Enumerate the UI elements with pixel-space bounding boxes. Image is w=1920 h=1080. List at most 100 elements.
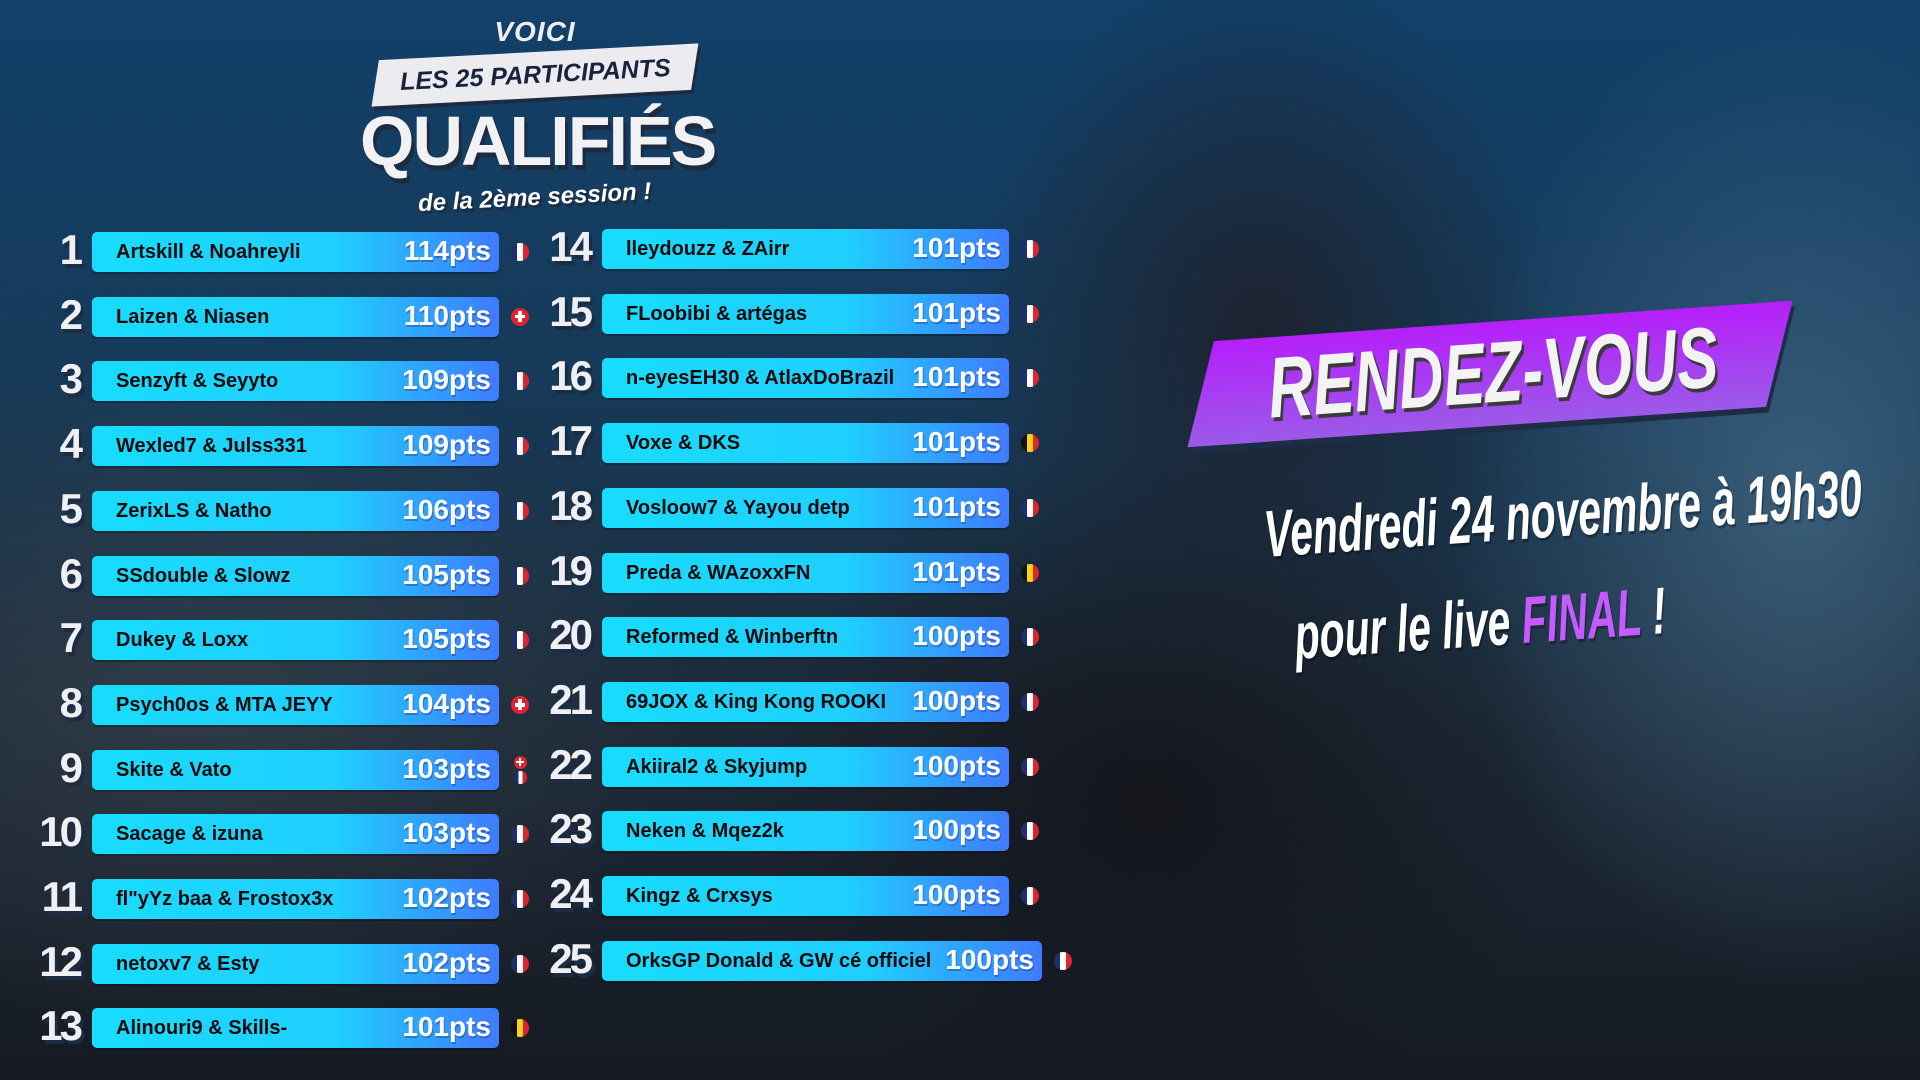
participant-bar: Reformed & Winberftn 100pts	[602, 617, 1009, 658]
rank-number: 20	[549, 611, 593, 659]
country-flags	[1020, 423, 1040, 463]
team-points: 100pts	[912, 620, 1001, 652]
flag-fr-icon	[1021, 628, 1039, 647]
team-name: Akiiral2 & Skyjump	[626, 755, 808, 778]
country-flags	[1053, 941, 1073, 981]
participant-bar: Preda & WAzoxxFN 101pts	[602, 552, 1009, 593]
flag-fr-icon	[1021, 692, 1039, 711]
country-flags	[1020, 229, 1040, 269]
rank-number: 24	[549, 870, 593, 917]
rendez-vous-title: RENDEZ-VOUS	[1264, 309, 1722, 437]
team-points: 102pts	[402, 946, 491, 978]
team-name: Preda & WAzoxxFN	[626, 561, 811, 584]
country-flags	[510, 426, 530, 466]
page-title-wrap: QUALIFIÉS	[360, 106, 717, 176]
team-name: Skite & Vato	[116, 758, 232, 781]
team-points: 101pts	[402, 1011, 491, 1043]
team-points: 101pts	[912, 361, 1001, 393]
team-name: OrksGP Donald & GW cé officiel	[626, 949, 932, 972]
participant-bar: Sacage & izuna 103pts	[92, 814, 499, 855]
flag-fr-icon	[511, 501, 529, 520]
participant-bar: netoxv7 & Esty 102pts	[92, 943, 499, 984]
team-name: Reformed & Winberftn	[626, 626, 839, 649]
participant-bar: Skite & Vato 103pts	[92, 749, 499, 790]
team-points: 106pts	[402, 493, 491, 525]
team-points: 103pts	[402, 752, 491, 784]
rank-number: 12	[39, 937, 83, 985]
flag-fr-icon	[1021, 498, 1039, 517]
team-name: 69JOX & King Kong ROOKI	[626, 690, 887, 713]
event-description: pour le live FINAL !	[1292, 573, 1668, 673]
country-flags	[1020, 488, 1040, 528]
team-points: 100pts	[945, 943, 1034, 975]
participant-bar: Neken & Mqez2k 100pts	[602, 811, 1009, 852]
rank-number: 17	[549, 417, 593, 465]
team-name: Wexled7 & Julss331	[116, 435, 307, 458]
participant-bar: Alinouri9 & Skills- 101pts	[92, 1008, 499, 1049]
country-flags	[1020, 876, 1040, 916]
team-name: Alinouri9 & Skills-	[116, 1017, 288, 1040]
country-flags	[510, 879, 530, 919]
team-name: SSdouble & Slowz	[116, 564, 291, 587]
flag-fr-icon	[1021, 304, 1039, 323]
participant-bar: SSdouble & Slowz 105pts	[92, 555, 499, 596]
rank-number: 9	[59, 743, 83, 791]
team-name: Laizen & Niasen	[116, 305, 270, 328]
country-flags	[1020, 294, 1040, 334]
rank-number: 8	[59, 678, 83, 726]
rank-number: 1	[59, 226, 83, 273]
team-points: 100pts	[912, 879, 1001, 910]
flag-fr-icon	[511, 566, 529, 585]
event-description-wrap: pour le live FINAL !	[1080, 573, 1880, 673]
flag-fr-icon	[1021, 887, 1039, 905]
country-flags	[1020, 553, 1040, 593]
participant-bar: lleydouzz & ZAirr 101pts	[602, 229, 1009, 269]
rank-number: 6	[59, 549, 83, 597]
rank-number: 11	[41, 873, 83, 920]
country-flags	[510, 814, 530, 854]
country-flags	[510, 232, 530, 272]
team-name: Kingz & Crxsys	[626, 885, 773, 907]
participant-bar: Psych0os & MTA JEYY 104pts	[92, 684, 499, 725]
participant-bar: FLoobibi & artégas 101pts	[602, 293, 1009, 334]
team-name: Sacage & izuna	[116, 823, 263, 846]
team-name: Dukey & Loxx	[116, 629, 249, 652]
country-flags	[510, 297, 530, 337]
participant-bar: Voxe & DKS 101pts	[602, 423, 1009, 464]
rank-number: 13	[39, 1002, 83, 1050]
rank-number: 19	[549, 546, 593, 594]
participant-bar: OrksGP Donald & GW cé officiel 100pts	[602, 940, 1042, 981]
header: VOICI LES 25 PARTICIPANTS QUALIFIÉS de l…	[360, 18, 717, 218]
participant-bar: Laizen & Niasen 110pts	[92, 296, 499, 337]
header-voici: VOICI	[494, 16, 576, 47]
participant-bar: n-eyesEH30 & AtlaxDoBrazil 101pts	[602, 358, 1009, 399]
rank-number: 4	[59, 420, 83, 468]
country-flags	[510, 491, 530, 531]
participant-bar: ZerixLS & Natho 106pts	[92, 490, 499, 531]
page-subtitle-wrap: de la 2ème session !	[360, 178, 710, 217]
flag-be-icon	[1021, 563, 1039, 582]
rendez-vous-title-wrap: RENDEZ-VOUS	[1180, 309, 1800, 436]
flag-fr-icon	[1054, 951, 1072, 970]
event-prefix: pour le live	[1291, 584, 1513, 673]
participant-bar: Vosloow7 & Yayou detp 101pts	[602, 487, 1009, 528]
flag-ch-icon	[511, 695, 529, 714]
team-points: 100pts	[912, 749, 1001, 781]
header-voici-wrap: VOICI	[360, 18, 710, 46]
participant-bar: Akiiral2 & Skyjump 100pts	[602, 746, 1009, 787]
rank-number: 16	[549, 352, 593, 400]
team-points: 109pts	[402, 429, 491, 461]
flag-be-icon	[511, 1019, 529, 1038]
team-name: Psych0os & MTA JEYY	[116, 693, 333, 716]
country-flags	[510, 556, 530, 596]
team-name: FLoobibi & artégas	[626, 302, 808, 325]
team-points: 101pts	[912, 490, 1001, 522]
country-flags	[510, 1008, 530, 1048]
country-flags	[1020, 682, 1040, 722]
team-name: Voxe & DKS	[626, 432, 741, 455]
flag-fr-icon	[511, 243, 529, 261]
team-points: 102pts	[402, 882, 491, 913]
country-flags	[510, 361, 530, 401]
team-points: 101pts	[912, 555, 1001, 587]
rank-number: 15	[549, 287, 593, 335]
